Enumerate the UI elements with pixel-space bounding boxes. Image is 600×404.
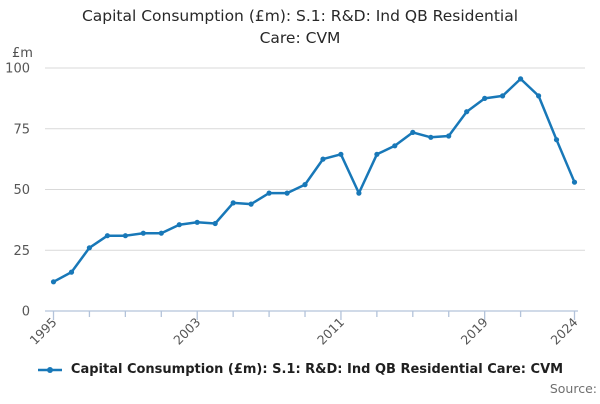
x-tick-label: 2003 [170,315,203,348]
data-point [464,109,470,115]
data-point [482,95,488,101]
y-tick-label: 50 [13,183,30,198]
chart-title: Capital Consumption (£m): S.1: R&D: Ind … [0,6,600,49]
data-point [571,179,578,185]
x-axis [45,310,578,320]
data-point [284,190,290,196]
data-point [104,233,110,239]
y-tick-label: 25 [13,244,30,259]
data-point [553,137,560,143]
series-line [52,77,576,284]
data-point [248,201,254,207]
legend-line-marker-icon [37,366,62,373]
data-point [302,182,308,188]
source-label: Source: [549,381,597,396]
chart-title-line2: Care: CVM [259,28,341,47]
y-tick-label: 100 [5,62,30,77]
data-point [338,151,344,157]
data-point [176,222,182,228]
data-point [158,230,164,236]
legend: Capital Consumption (£m): S.1: R&D: Ind … [0,362,600,377]
data-point [410,129,416,135]
series-markers [50,76,578,285]
data-point [536,93,542,99]
data-point [518,76,524,82]
data-point [392,143,398,149]
data-point [266,190,272,196]
data-point [230,200,236,206]
x-tick-label: 2019 [458,314,491,347]
x-tick-label: 2011 [314,315,347,348]
y-axis-unit-label: £m [12,46,33,61]
data-point [500,93,506,99]
gridlines [45,67,585,251]
data-point [320,156,326,162]
data-point [374,151,380,157]
y-tick-label: 75 [13,122,30,137]
data-point [140,230,146,236]
x-tick-label: 2024 [548,314,581,347]
data-point [50,279,57,285]
data-point [68,269,75,275]
data-point [212,220,218,227]
legend-label: Capital Consumption (£m): S.1: R&D: Ind … [70,362,564,377]
data-point [356,190,362,196]
data-point [86,245,92,251]
data-point [194,219,200,225]
x-tick-labels: 1995 2003 2011 2019 2024 [27,314,581,347]
data-point [446,133,452,139]
y-tick-label: 0 [22,305,30,320]
y-tick-labels: 0 25 50 75 100 [5,62,30,320]
data-point [428,134,434,140]
data-point [122,233,128,239]
x-tick-label: 1995 [27,315,60,348]
chart-title-line1: Capital Consumption (£m): S.1: R&D: Ind … [81,7,519,25]
